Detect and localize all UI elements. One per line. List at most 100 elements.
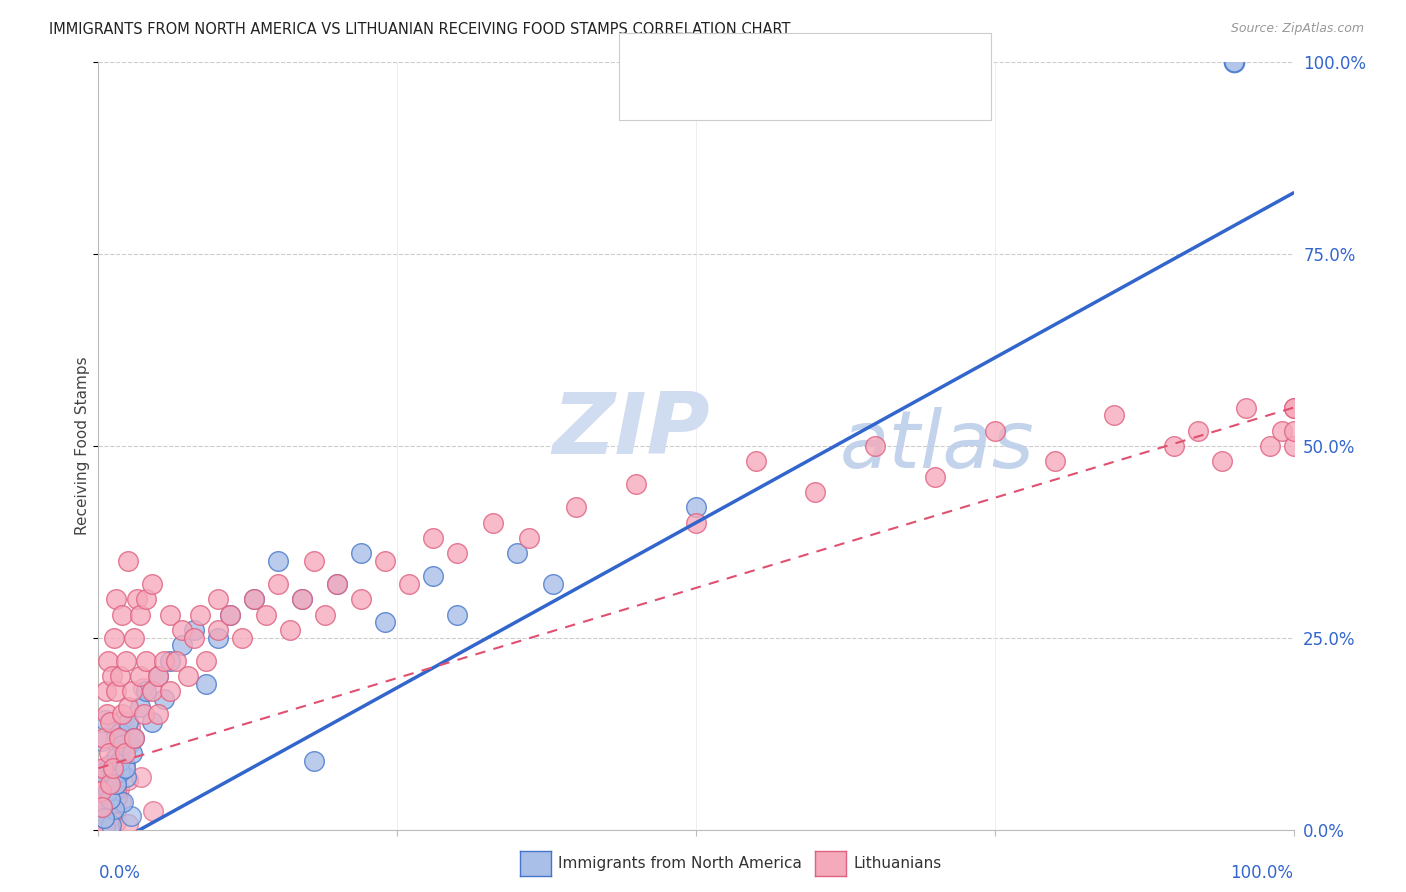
Point [243, 592, 266, 607]
Text: IMMIGRANTS FROM NORTH AMERICA VS LITHUANIAN RECEIVING FOOD STAMPS CORRELATION CH: IMMIGRANTS FROM NORTH AMERICA VS LITHUAN… [49, 22, 790, 37]
Point [129, 699, 152, 714]
Point [110, 726, 132, 740]
Point [172, 639, 194, 653]
Point [108, 781, 131, 796]
Point [148, 669, 170, 683]
Point [87, 822, 110, 837]
Point [326, 577, 349, 591]
Point [104, 723, 127, 738]
Point [135, 654, 157, 668]
Point [183, 631, 205, 645]
Point [1211, 454, 1233, 468]
Text: N = 84: N = 84 [837, 85, 904, 103]
Point [91, 799, 114, 814]
Point [104, 815, 127, 830]
Point [1043, 454, 1066, 468]
Point [90, 774, 112, 789]
Point [153, 654, 176, 668]
Point [105, 782, 128, 797]
Point [506, 546, 529, 560]
Point [142, 804, 165, 818]
Point [195, 677, 218, 691]
Point [626, 477, 648, 491]
Point [1163, 439, 1185, 453]
Point [685, 516, 707, 530]
Text: R = 0.814: R = 0.814 [681, 48, 763, 66]
Point [1258, 439, 1281, 453]
Point [111, 795, 134, 809]
Point [183, 623, 205, 637]
Point [101, 761, 124, 775]
Point [302, 554, 325, 568]
Point [291, 592, 314, 607]
Point [101, 769, 124, 783]
Point [100, 810, 122, 824]
Text: ZIP: ZIP [553, 389, 710, 472]
Point [94, 684, 117, 698]
Text: atlas: atlas [839, 407, 1035, 485]
Point [1104, 409, 1126, 423]
Point [153, 692, 176, 706]
Point [89, 780, 111, 794]
Point [148, 669, 170, 683]
Point [117, 554, 139, 568]
Point [89, 814, 111, 829]
Point [374, 554, 396, 568]
Text: N = 35: N = 35 [837, 48, 904, 66]
Point [159, 654, 181, 668]
Point [1282, 439, 1305, 453]
Point [111, 738, 134, 752]
Point [350, 592, 373, 607]
Text: R = 0.397: R = 0.397 [681, 85, 763, 103]
Y-axis label: Receiving Food Stamps: Receiving Food Stamps [75, 357, 90, 535]
Point [105, 750, 128, 764]
Point [1282, 401, 1305, 415]
Point [1271, 424, 1294, 438]
Point [93, 731, 115, 745]
Point [100, 797, 122, 812]
Point [865, 439, 887, 453]
Point [326, 577, 349, 591]
Point [98, 746, 121, 760]
Point [103, 631, 125, 645]
Point [91, 778, 114, 792]
Point [565, 500, 588, 515]
Point [517, 531, 540, 545]
Point [685, 500, 707, 515]
Text: 0.0%: 0.0% [98, 864, 141, 882]
Point [118, 720, 141, 734]
Point [105, 684, 128, 698]
Text: 100.0%: 100.0% [1230, 864, 1294, 882]
Point [124, 731, 146, 745]
Point [124, 631, 146, 645]
Point [120, 736, 142, 750]
Point [446, 546, 468, 560]
Point [98, 792, 122, 806]
Point [254, 607, 277, 622]
Point [94, 713, 117, 727]
Point [107, 762, 129, 776]
Point [482, 516, 505, 530]
Point [125, 592, 148, 607]
Point [422, 531, 444, 545]
Point [94, 780, 117, 795]
Point [112, 723, 135, 738]
Point [141, 715, 163, 730]
Point [114, 756, 136, 771]
Point [114, 746, 136, 760]
Point [90, 784, 112, 798]
Point [111, 607, 134, 622]
Point [804, 485, 827, 500]
Text: Source: ZipAtlas.com: Source: ZipAtlas.com [1230, 22, 1364, 36]
Point [121, 746, 143, 760]
Point [104, 751, 127, 765]
Text: Lithuanians: Lithuanians [853, 856, 942, 871]
Point [165, 654, 187, 668]
Point [129, 607, 152, 622]
Point [129, 669, 152, 683]
Point [91, 799, 114, 814]
Point [267, 554, 290, 568]
Point [87, 784, 110, 798]
Point [91, 765, 114, 780]
Point [1223, 55, 1246, 70]
